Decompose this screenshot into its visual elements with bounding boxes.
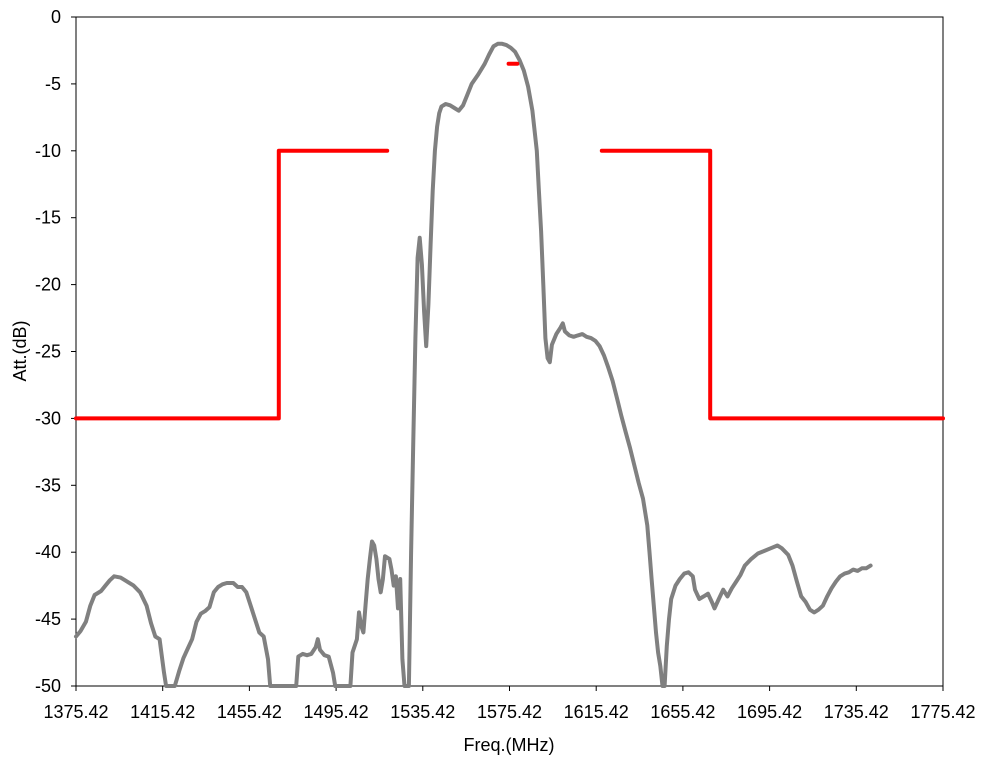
y-tick-label: 0 — [51, 7, 61, 27]
y-tick-label: -50 — [35, 676, 61, 696]
x-axis-ticks: 1375.42 1415.42 1455.42 1495.42 1535.42 1575.… — [43, 686, 976, 722]
y-tick-label: -10 — [35, 141, 61, 161]
x-axis-title: Freq.(MHz) — [464, 735, 555, 755]
series-layer — [74, 41, 945, 688]
series-1-line-1 — [599, 148, 945, 421]
y-tick-label: -40 — [35, 542, 61, 562]
x-tick-label: 1735.42 — [824, 702, 889, 722]
series-0-line-0 — [74, 41, 873, 688]
x-tick-label: 1575.42 — [477, 702, 542, 722]
y-tick-label: -45 — [35, 609, 61, 629]
x-tick-label: 1375.42 — [43, 702, 108, 722]
y-tick-label: -30 — [35, 408, 61, 428]
x-tick-label: 1775.42 — [910, 702, 975, 722]
y-tick-label: -15 — [35, 208, 61, 228]
x-tick-label: 1695.42 — [737, 702, 802, 722]
x-tick-label: 1535.42 — [390, 702, 455, 722]
y-axis-title: Att.(dB) — [10, 320, 30, 381]
x-tick-label: 1455.42 — [217, 702, 282, 722]
x-tick-label: 1415.42 — [130, 702, 195, 722]
x-tick-label: 1495.42 — [304, 702, 369, 722]
y-tick-label: -5 — [45, 74, 61, 94]
series-1-line-0 — [74, 148, 390, 421]
x-tick-label: 1615.42 — [564, 702, 629, 722]
y-axis-ticks: 0 -5 -10 -15 -20 -25 -30 -35 -40 -45 -50 — [35, 7, 76, 696]
y-tick-label: -20 — [35, 275, 61, 295]
plot-frame — [75, 16, 944, 687]
y-tick-label: -25 — [35, 342, 61, 362]
y-tick-label: -35 — [35, 475, 61, 495]
x-tick-label: 1655.42 — [650, 702, 715, 722]
